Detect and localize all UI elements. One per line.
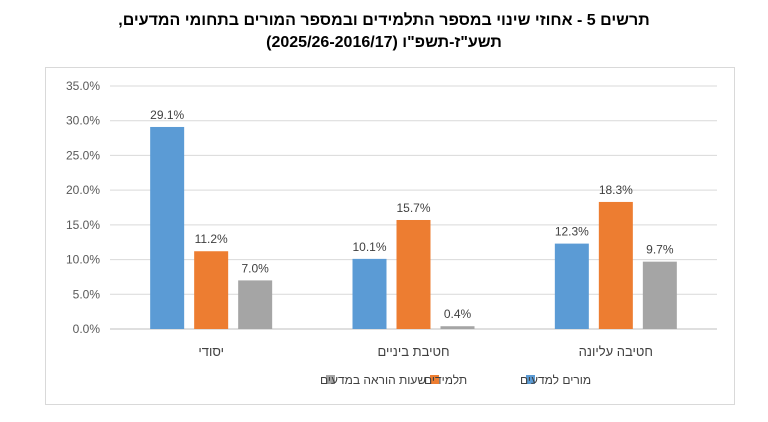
bar bbox=[238, 280, 273, 329]
data-label: 11.2% bbox=[195, 232, 228, 246]
chart-title-line1: תרשים 5 - אחוזי שינוי במספר התלמידים ובמ… bbox=[118, 12, 650, 29]
bar bbox=[194, 251, 229, 329]
data-label: 0.4% bbox=[444, 307, 472, 321]
category-label: יסודי bbox=[198, 344, 224, 359]
data-label: 18.3% bbox=[599, 183, 633, 197]
legend-swatch bbox=[326, 375, 335, 384]
chart-frame bbox=[45, 67, 735, 405]
data-label: 9.7% bbox=[646, 243, 674, 257]
y-tick-label: 30.0% bbox=[66, 114, 100, 128]
legend-label: מורים למדעים bbox=[520, 373, 591, 387]
data-label: 29.1% bbox=[150, 108, 184, 122]
legend-label: תלמידים bbox=[424, 373, 467, 387]
y-tick-label: 10.0% bbox=[66, 253, 100, 267]
chart-title-line2: תשע"ז-תשפ"ו (2025/26-2016/17) bbox=[266, 34, 502, 51]
category-label: חטיבת ביניים bbox=[377, 344, 449, 359]
bar bbox=[396, 219, 431, 329]
bar bbox=[440, 326, 475, 329]
y-tick-label: 25.0% bbox=[66, 148, 100, 162]
data-label: 12.3% bbox=[555, 225, 589, 239]
bar bbox=[598, 201, 633, 329]
y-tick-label: 5.0% bbox=[73, 287, 101, 301]
category-label: חטיבה עליונה bbox=[579, 344, 653, 359]
y-tick-label: 20.0% bbox=[66, 183, 100, 197]
y-tick-label: 0.0% bbox=[73, 322, 101, 336]
data-label: 10.1% bbox=[352, 240, 386, 254]
bar bbox=[352, 258, 387, 329]
y-tick-label: 15.0% bbox=[66, 218, 100, 232]
y-tick-label: 35.0% bbox=[66, 79, 100, 93]
legend-swatch bbox=[430, 375, 439, 384]
bar bbox=[150, 126, 185, 329]
data-label: 7.0% bbox=[241, 261, 269, 275]
bar bbox=[642, 261, 677, 329]
legend-swatch bbox=[526, 375, 535, 384]
bar bbox=[554, 243, 589, 329]
data-label: 15.7% bbox=[396, 201, 430, 215]
legend-label: שעות הוראה במדעים bbox=[320, 373, 426, 387]
